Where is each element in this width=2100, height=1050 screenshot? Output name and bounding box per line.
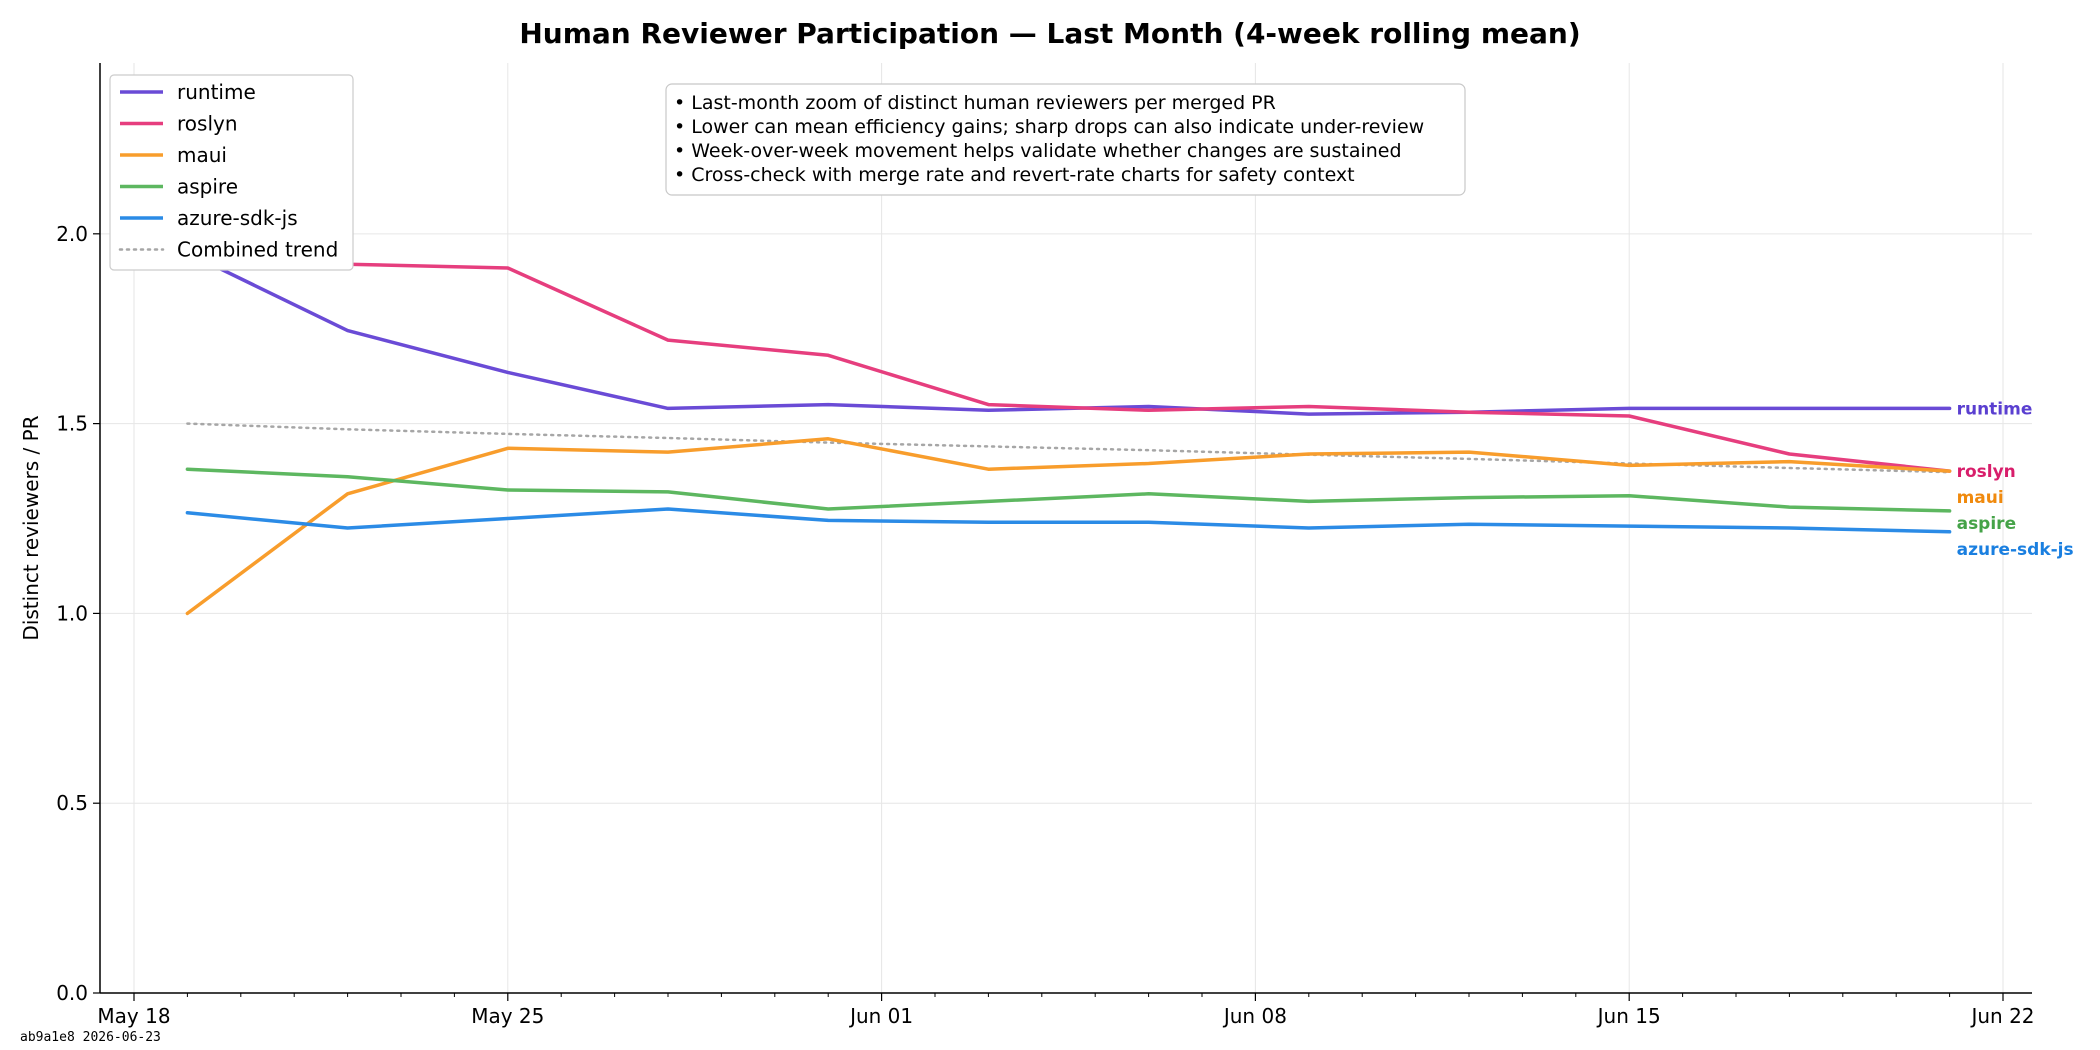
- series-line-azure-sdk-js: [185, 507, 1952, 534]
- legend-label-combined-trend: Combined trend: [177, 238, 338, 262]
- note-line: • Cross-check with merge rate and revert…: [674, 164, 1355, 186]
- notes-box: • Last-month zoom of distinct human revi…: [665, 83, 1466, 196]
- footer-stamp: ab9a1e8 2026-06-23: [20, 1030, 161, 1045]
- x-tick-label: May 18: [97, 1004, 170, 1028]
- notes-frame: [665, 83, 1466, 196]
- x-tick-label: Jun 08: [1222, 1004, 1287, 1028]
- legend-label-maui: maui: [177, 143, 227, 167]
- legend-label-roslyn: roslyn: [177, 112, 238, 136]
- x-tick-label: May 25: [471, 1004, 544, 1028]
- series-line-aspire: [185, 467, 1952, 513]
- note-line: • Week-over-week movement helps validate…: [674, 140, 1402, 162]
- ticks: 0.0 0.5 1.0 1.5 2.0 May 18 May 25 Jun 01 Jun 08 J…: [56, 222, 2034, 1028]
- legend-label-runtime: runtime: [177, 80, 256, 104]
- end-label-runtime: runtime: [1957, 399, 2033, 419]
- y-axis-label: Distinct reviewers / PR: [19, 415, 43, 640]
- legend-label-aspire: aspire: [177, 175, 238, 199]
- series-line-runtime: [185, 251, 1952, 416]
- end-label-roslyn: roslyn: [1957, 462, 2016, 482]
- axes: [99, 63, 2032, 994]
- x-tick-label: Jun 15: [1596, 1004, 1661, 1028]
- end-label-azure-sdk-js: azure-sdk-js: [1957, 540, 2074, 560]
- y-tick-label: 2.0: [56, 222, 88, 246]
- legend-frame: [109, 74, 354, 271]
- chart-title: Human Reviewer Participation — Last Mont…: [519, 17, 1580, 50]
- note-line: • Lower can mean efficiency gains; sharp…: [674, 116, 1424, 138]
- x-tick-label: Jun 22: [1969, 1004, 2034, 1028]
- end-labels: runtime roslyn maui aspire azure-sdk-js: [1957, 399, 2074, 560]
- series-line-maui: [185, 437, 1952, 616]
- y-tick-label: 1.5: [56, 412, 88, 436]
- legend-label-azure-sdk-js: azure-sdk-js: [177, 206, 298, 230]
- legend: runtime roslyn maui aspire azure-sdk-js Combi…: [109, 74, 354, 271]
- end-label-aspire: aspire: [1957, 514, 2017, 534]
- note-line: • Last-month zoom of distinct human revi…: [674, 92, 1276, 114]
- y-tick-label: 1.0: [56, 601, 88, 625]
- end-label-maui: maui: [1957, 488, 2004, 508]
- series-line-roslyn: [185, 260, 1952, 473]
- series-lines: [185, 251, 1952, 616]
- y-tick-label: 0.5: [56, 791, 88, 815]
- y-tick-label: 0.0: [56, 981, 88, 1005]
- x-tick-label: Jun 01: [848, 1004, 913, 1028]
